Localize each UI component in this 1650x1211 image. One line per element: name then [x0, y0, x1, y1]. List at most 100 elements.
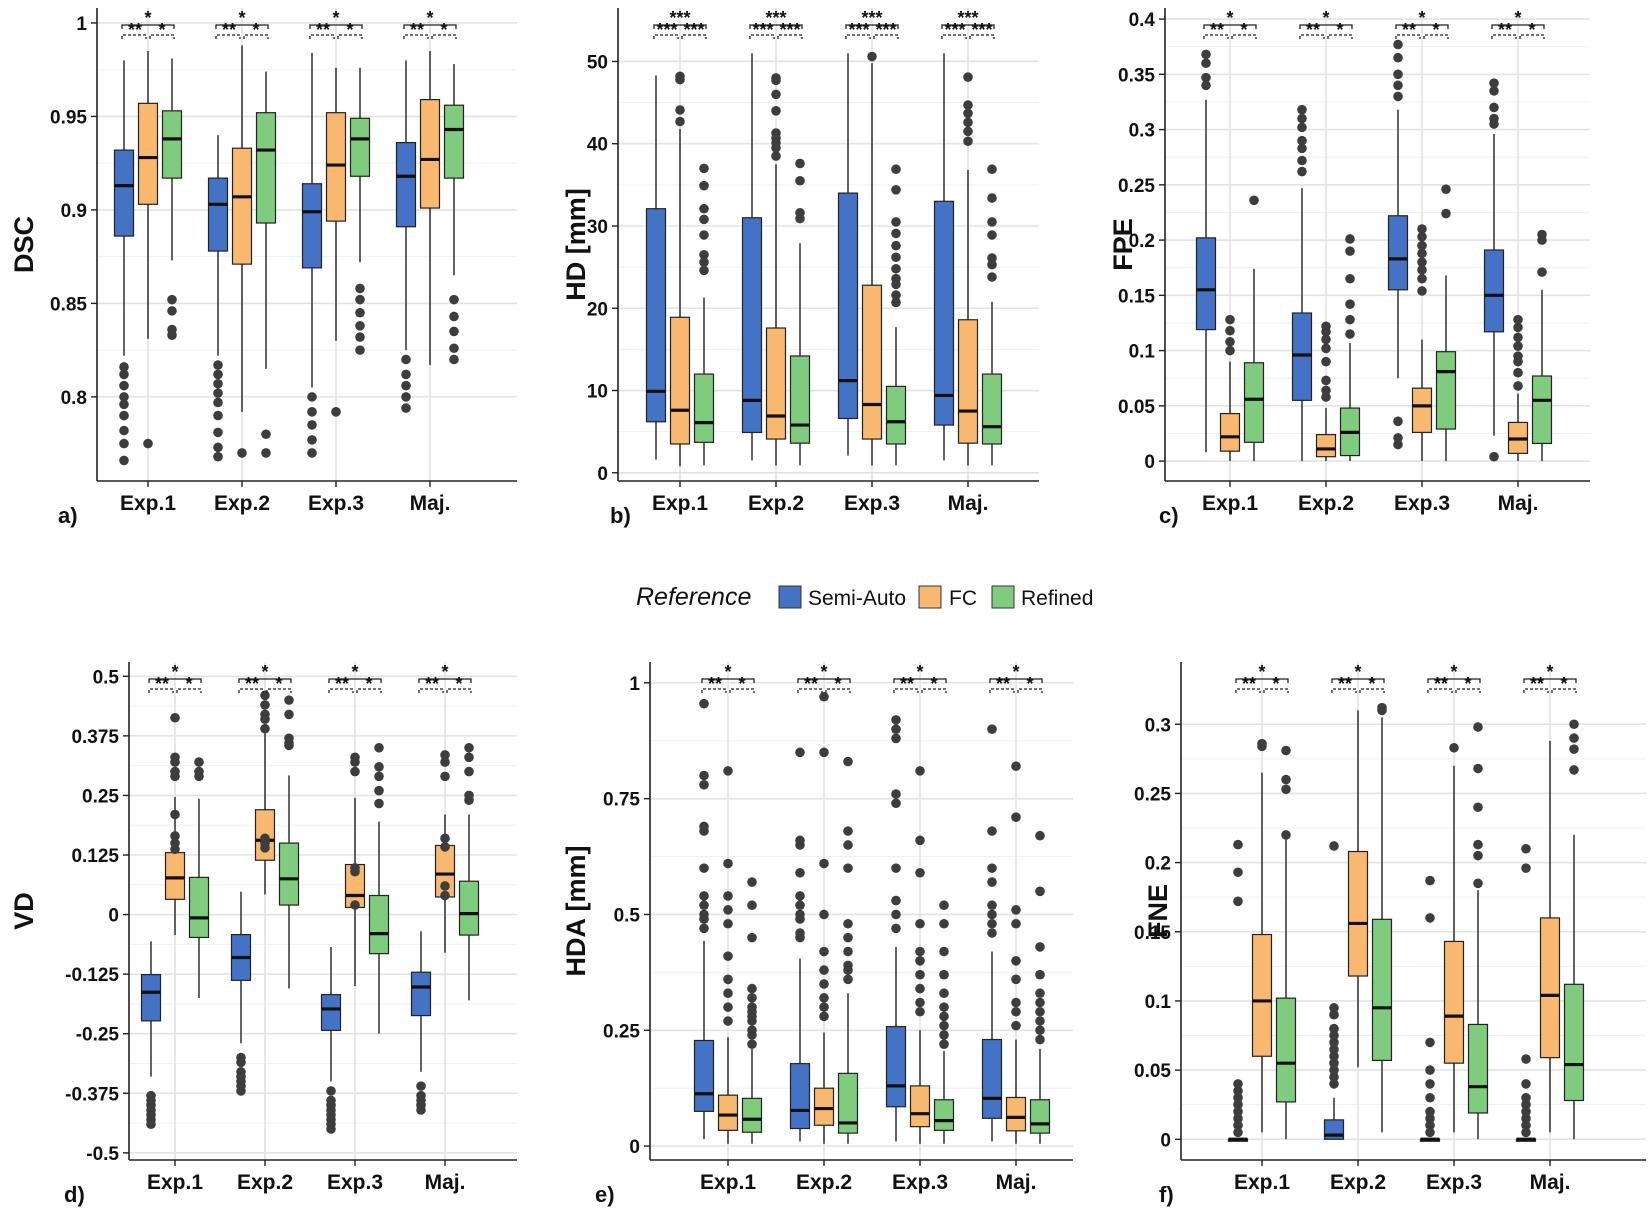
bracket-top [749, 24, 803, 29]
outlier-point [699, 257, 709, 267]
box-body [368, 894, 390, 955]
box-body [741, 217, 763, 434]
outlier-point [771, 106, 781, 116]
outlier-point [987, 724, 997, 734]
x-tick-label: Maj. [410, 492, 451, 515]
y-tick-label: 0.2 [1145, 854, 1171, 875]
box-body [301, 183, 323, 269]
y-tick-label: 0.1 [1145, 992, 1172, 1013]
outlier-point [819, 1002, 829, 1012]
outlier-point [1321, 334, 1331, 345]
legend-swatch-semi-auto [778, 585, 802, 609]
box-body [885, 385, 907, 445]
outlier-point [747, 1002, 757, 1012]
outlier-point [1233, 1120, 1243, 1131]
bracket-right [729, 688, 755, 693]
outlier-point [1201, 72, 1211, 83]
box-body [1467, 1023, 1489, 1114]
y-tick-label: 0.25 [82, 786, 119, 807]
y-axis-title: VD [9, 892, 39, 930]
outlier-point [374, 762, 384, 772]
outlier-point [260, 690, 270, 701]
outlier-point [795, 208, 805, 218]
outlier-point [355, 321, 365, 331]
outlier-point [1345, 234, 1355, 244]
outlier-point [723, 988, 733, 999]
outlier-point [795, 909, 805, 920]
outlier-point [119, 438, 129, 449]
box-body [443, 104, 465, 179]
box-refined-2 [278, 695, 300, 989]
outlier-point [891, 297, 901, 308]
outlier-point [213, 378, 223, 389]
outlier-point [843, 756, 853, 767]
outlier-point [987, 877, 997, 887]
x-tick-label: Exp.3 [1426, 1171, 1482, 1194]
outlier-point [699, 203, 709, 214]
outlier-point [891, 733, 901, 744]
outlier-point [143, 438, 153, 449]
outlier-point [891, 252, 901, 263]
significance-top: * [144, 8, 151, 28]
outlier-point [1225, 325, 1235, 336]
outlier-point [867, 51, 877, 62]
outlier-point [1011, 956, 1021, 966]
outlier-point [795, 158, 805, 169]
significance-right: * [1432, 20, 1439, 40]
box-body [1291, 312, 1313, 401]
outlier-point [915, 983, 925, 994]
outlier-point [1521, 1113, 1531, 1124]
bracket-left [845, 34, 871, 39]
outlier-point [416, 1090, 426, 1101]
y-tick-label: 0 [108, 906, 119, 927]
box-refined-4 [1029, 830, 1051, 1144]
outlier-point [170, 809, 180, 820]
box-semi-auto-4 [933, 53, 955, 461]
outlier-point [1489, 86, 1499, 96]
outlier-point [723, 858, 733, 869]
outlier-point [1569, 733, 1579, 743]
outlier-point [1297, 113, 1307, 124]
box-refined-2 [1371, 702, 1393, 1133]
y-tick-label: 0.05 [1134, 1061, 1171, 1082]
bracket-right [1551, 688, 1577, 693]
outlier-point [1329, 1058, 1339, 1068]
box-body [909, 1085, 931, 1128]
outlier-point [1281, 774, 1291, 785]
box-fc-4 [419, 51, 441, 366]
outlier-point [1473, 802, 1483, 813]
outlier-point [747, 932, 757, 943]
significance-bracket: ****** *** [749, 8, 803, 40]
box-refined-4 [981, 164, 1003, 466]
outlier-point [699, 265, 709, 276]
outlier-point [1393, 52, 1403, 63]
significance-right: * [1368, 674, 1375, 694]
outlier-point [939, 1011, 949, 1022]
outlier-point [1011, 974, 1021, 985]
y-tick-label: 0.3 [1145, 715, 1171, 736]
outlier-point [1393, 39, 1403, 50]
outlier-point [675, 116, 685, 127]
outlier-point [350, 766, 360, 777]
outlier-point [987, 909, 997, 920]
outlier-point [963, 126, 973, 137]
outlier-point [891, 263, 901, 274]
bracket-left [1235, 688, 1261, 693]
outlier-point [401, 380, 411, 391]
y-tick-label: -0.375 [65, 1084, 119, 1105]
box-body [861, 284, 883, 440]
significance-right: *** [971, 20, 992, 40]
box-body [188, 876, 210, 939]
significance-bracket: *** * [1235, 662, 1289, 694]
significance-right: * [185, 674, 192, 694]
significance-left: *** [944, 20, 965, 40]
outlier-point [939, 969, 949, 980]
significance-top: * [426, 8, 433, 28]
bracket-left [238, 688, 264, 693]
significance-right: * [930, 674, 937, 694]
y-tick-label: 0.15 [1118, 286, 1155, 307]
bracket-left [701, 688, 727, 693]
outlier-point [1513, 351, 1523, 361]
significance-bracket: *** * [1299, 8, 1353, 40]
outlier-point [699, 249, 709, 260]
